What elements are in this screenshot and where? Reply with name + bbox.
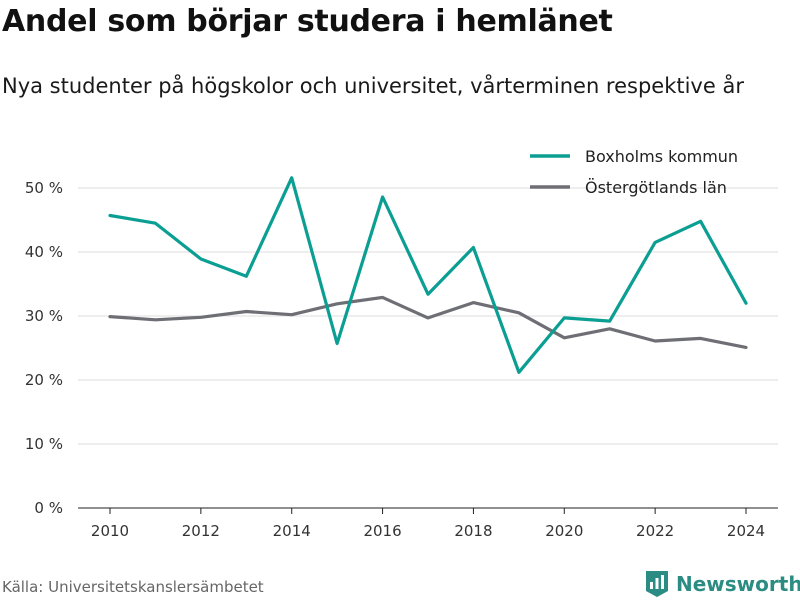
source-note: Källa: Universitetskanslersämbetet — [2, 578, 264, 596]
chart-title: Andel som börjar studera i hemlänet — [2, 4, 613, 39]
x-tick-label: 2014 — [273, 522, 311, 540]
y-tick-label: 0 % — [34, 499, 63, 517]
legend-label: Östergötlands län — [585, 178, 727, 197]
x-tick-label: 2012 — [182, 522, 220, 540]
x-tick-label: 2010 — [91, 522, 129, 540]
grid-lines — [78, 187, 778, 445]
y-tick-label: 10 % — [25, 435, 63, 453]
line-chart: 0 % 10 % 20 % 30 % 40 % 50 % 2010 2012 2014 2016 2… — [25, 147, 778, 540]
newsworthy-logo-icon — [646, 571, 668, 597]
y-tick-label: 50 % — [25, 179, 63, 197]
x-tick-label: 2016 — [363, 522, 401, 540]
series-line-0 — [108, 176, 748, 374]
x-tick-label: 2020 — [545, 522, 583, 540]
series-line-1 — [108, 295, 748, 349]
chart-subtitle: Nya studenter på högskolor och universit… — [2, 74, 744, 98]
axes: 0 % 10 % 20 % 30 % 40 % 50 % 2010 2012 2014 2016 2… — [25, 179, 778, 540]
x-tick-label: 2022 — [636, 522, 674, 540]
x-tick-label: 2024 — [727, 522, 765, 540]
y-tick-label: 40 % — [25, 243, 63, 261]
brand-name: Newsworthy — [676, 572, 800, 596]
legend: Boxholms kommun Östergötlands län — [530, 147, 738, 197]
y-tick-label: 20 % — [25, 371, 63, 389]
legend-label: Boxholms kommun — [585, 147, 738, 166]
x-tick-label: 2018 — [454, 522, 492, 540]
series-layer — [108, 176, 748, 374]
y-tick-label: 30 % — [25, 307, 63, 325]
brand-logo: Newsworthy — [644, 568, 800, 600]
